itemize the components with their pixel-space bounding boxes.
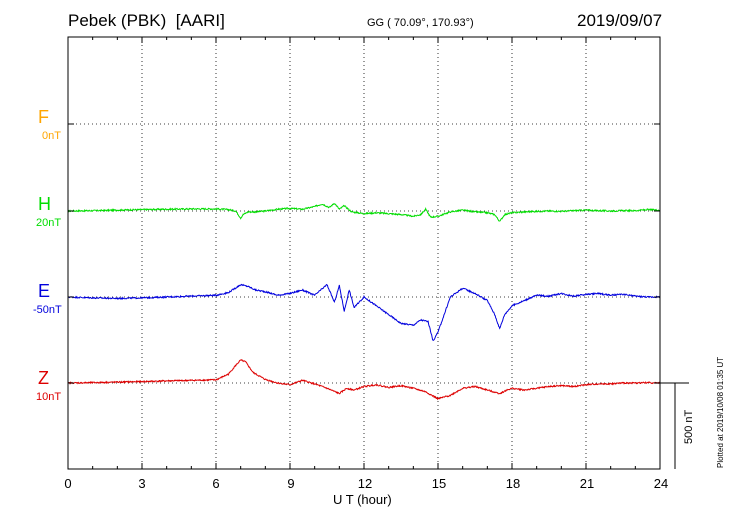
- plotted-timestamp: Plotted at 2019/10/08 01:35 UT: [716, 356, 725, 468]
- series-line-h: [67, 203, 661, 222]
- scale-bar-label: 500 nT: [683, 409, 695, 444]
- x-tick-label: 0: [64, 476, 72, 491]
- component-e-baseline: -50nT: [33, 304, 62, 316]
- component-z-baseline: 10nT: [36, 391, 62, 403]
- component-f-baseline: 0nT: [42, 130, 61, 142]
- x-tick-label: 12: [357, 476, 373, 491]
- x-tick-label: 24: [653, 476, 669, 491]
- x-axis-label: U T (hour): [333, 492, 392, 507]
- x-tick-label: 18: [505, 476, 521, 491]
- station-title: Pebek (PBK) [AARI]: [68, 11, 225, 30]
- series-line-e: [67, 283, 661, 341]
- component-h-baseline: 20nT: [36, 217, 62, 229]
- component-h-letter: H: [38, 194, 51, 214]
- scale-bar: [660, 382, 689, 469]
- x-tick-label: 21: [579, 476, 595, 491]
- axis-ticks: [67, 37, 661, 469]
- series-lines: [67, 203, 661, 401]
- date-label: 2019/09/07: [577, 11, 663, 30]
- station-coordinates: GG ( 70.09°, 170.93°): [367, 17, 474, 29]
- component-f-letter: F: [38, 107, 49, 127]
- x-tick-label: 9: [287, 476, 295, 491]
- x-tick-label: 15: [431, 476, 447, 491]
- series-line-z: [67, 358, 661, 401]
- x-tick-label: 3: [138, 476, 146, 491]
- component-e-letter: E: [38, 281, 51, 301]
- component-z-letter: Z: [38, 368, 49, 388]
- x-tick-label: 6: [212, 476, 220, 491]
- grid-lines: [68, 37, 660, 469]
